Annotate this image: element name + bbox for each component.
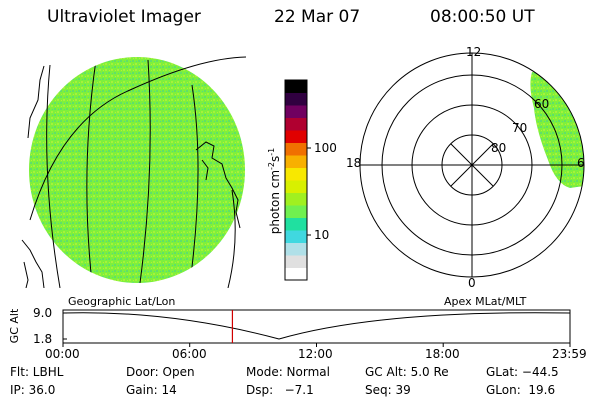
colorbar-band	[285, 92, 307, 106]
mode-status: Mode: Normal	[246, 365, 330, 379]
colorbar-label-100: 100	[314, 141, 337, 155]
time-label: 08:00:50 UT	[430, 7, 535, 27]
dsp-status: Dsp: −7.1	[246, 383, 314, 397]
latitude-line	[29, 56, 247, 221]
colorbar-band	[285, 267, 307, 281]
mlt-label-18: 18	[346, 156, 362, 170]
ip-status: IP: 36.0	[10, 383, 56, 397]
colorbar-band	[285, 142, 307, 156]
timeline-xtick-label: 18:00	[425, 347, 460, 361]
colorbar-band	[285, 230, 307, 243]
gc-alt-status: GC Alt: 5.0 Re	[365, 365, 449, 379]
earth-disk	[29, 57, 245, 283]
meridian-line	[46, 64, 61, 288]
coastline	[195, 141, 241, 229]
colorbar-unit-label: photon cm-2s-1	[267, 147, 282, 235]
timeline-ymin: 1.8	[33, 332, 53, 346]
timeline-xtick-label: 12:00	[298, 347, 333, 361]
mlat-label-80: 80	[491, 141, 507, 155]
colorbar-band	[285, 105, 307, 118]
colorbar-band	[285, 130, 307, 143]
colorbar-band	[285, 192, 307, 206]
polar-diagonal	[450, 143, 494, 187]
glon-status: GLon: 19.6	[486, 383, 556, 397]
geographic-panel-label: Geographic Lat/Lon	[68, 295, 176, 308]
mlt-label-6: 6	[577, 156, 585, 170]
colorbar-band	[285, 217, 307, 231]
gain-status: Gain: 14	[126, 383, 177, 397]
coastline	[21, 239, 45, 288]
mlat-label-70: 70	[512, 121, 528, 135]
instrument-title: Ultraviolet Imager	[47, 7, 201, 27]
mlat-label-60: 60	[534, 97, 550, 111]
coastline	[23, 261, 29, 288]
mlt-label-12: 12	[466, 45, 482, 59]
colorbar-band	[285, 155, 307, 168]
colorbar-band	[285, 180, 307, 193]
geographic-image	[21, 56, 247, 288]
timeline-xtick-label: 00:00	[45, 347, 80, 361]
colorbar-band	[285, 242, 307, 256]
meridian-line	[227, 189, 236, 288]
timeline-plot	[62, 309, 571, 347]
altitude-curve	[62, 312, 571, 340]
door-status: Door: Open	[126, 365, 195, 379]
seq-status: Seq: 39	[365, 383, 411, 397]
coastline	[201, 159, 209, 181]
colorbar-band	[285, 167, 307, 181]
colorbar-label-10: 10	[314, 228, 330, 242]
timeline-xtick-label: 06:00	[172, 347, 207, 361]
timeline-xtick-label: 23:59	[552, 347, 587, 361]
polar-plot	[359, 52, 585, 278]
meridian-line	[139, 59, 151, 283]
glat-status: GLat: −44.5	[486, 365, 559, 379]
mlt-label-0: 0	[468, 276, 476, 290]
colorbar-band	[285, 255, 307, 268]
apex-panel-label: Apex MLat/MLT	[444, 295, 527, 308]
colorbar-band	[285, 80, 307, 93]
colorbar	[285, 80, 307, 281]
colorbar-frame	[284, 79, 308, 281]
meridian-line	[189, 84, 199, 283]
colorbar-band	[285, 205, 307, 218]
timeline-ymax: 9.0	[33, 306, 53, 320]
date-label: 22 Mar 07	[274, 7, 361, 27]
timeline-ylabel: GC Alt	[8, 308, 21, 344]
colorbar-band	[285, 117, 307, 131]
coastline	[27, 65, 45, 139]
meridian-line	[86, 59, 97, 283]
filter-status: Flt: LBHL	[10, 365, 64, 379]
auroral-oval	[530, 72, 584, 188]
